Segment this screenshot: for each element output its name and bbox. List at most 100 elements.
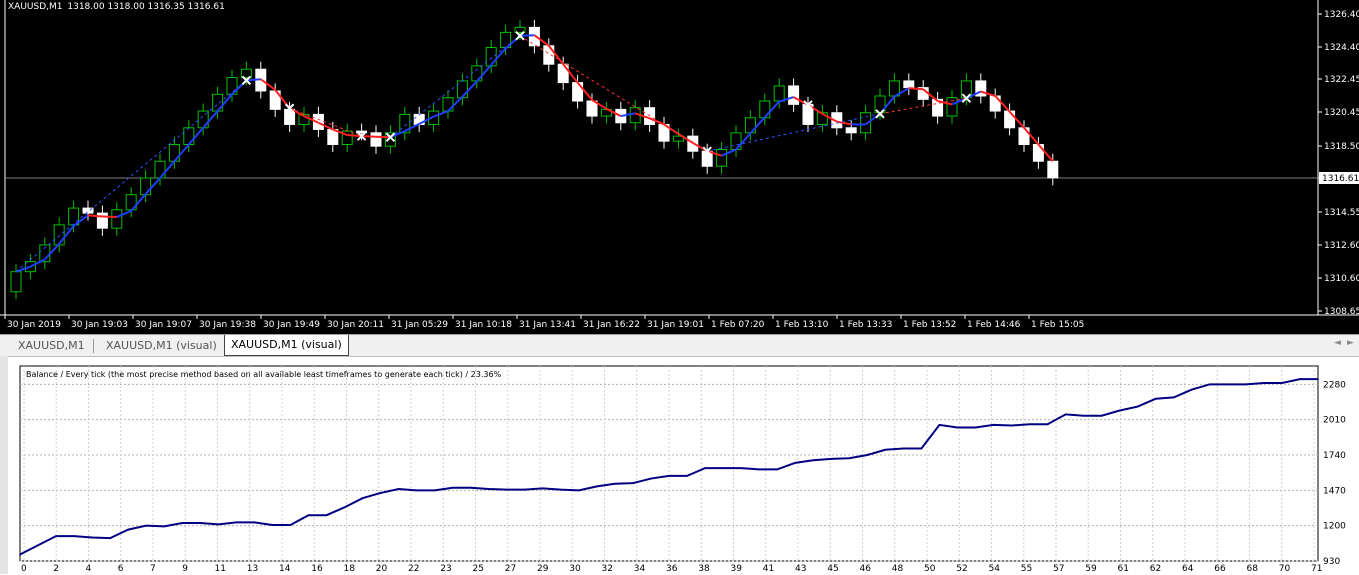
ma-segment <box>821 112 838 123</box>
time-tick-label: 30 Jan 19:49 <box>263 320 320 330</box>
balance-x-tick-label: 62 <box>1150 564 1161 574</box>
balance-point <box>343 506 346 509</box>
balance-point <box>1154 397 1157 400</box>
balance-point <box>650 477 652 480</box>
candle <box>240 68 252 79</box>
balance-x-tick-label: 39 <box>731 564 743 574</box>
balance-y-tick-label: 1740 <box>1323 451 1346 461</box>
balance-x-tick-label: 48 <box>892 564 904 574</box>
price-chart-background <box>0 0 1359 334</box>
balance-x-tick-label: 34 <box>634 564 646 574</box>
candle <box>1032 144 1044 162</box>
balance-x-tick-label: 64 <box>1182 564 1194 574</box>
balance-point <box>19 553 21 556</box>
ma-segment <box>188 127 204 146</box>
tab-scroll-left-icon[interactable]: ◄ <box>1334 338 1341 348</box>
trade-marker-icon <box>961 93 972 103</box>
current-price-box <box>1319 172 1359 184</box>
ma-segment <box>159 160 176 179</box>
balance-point <box>1191 388 1193 391</box>
ma-segment <box>116 209 132 218</box>
balance-point <box>145 524 147 527</box>
ma-segment <box>246 78 261 82</box>
balance-x-tick-label: 2 <box>53 564 59 574</box>
price-tick-label: 1312.60 <box>1324 241 1359 251</box>
tab-xauusd-m1-visual-2[interactable]: XAUUSD,M1 (visual) <box>224 335 349 356</box>
balance-x-tick-label: 57 <box>1053 564 1064 574</box>
ma-segment <box>649 117 665 126</box>
balance-x-tick-label: 20 <box>376 564 388 574</box>
price-chart[interactable]: 1326.40 1324.40 1322.45 1320.45 1318.50 1316.… <box>0 0 1359 334</box>
balance-point <box>686 475 688 477</box>
balance-x-tick-label: 9 <box>182 564 188 574</box>
price-tick-label: 1314.55 <box>1324 208 1359 218</box>
ma-segment <box>347 134 362 138</box>
balance-chart[interactable]: 2280 2010 1740 1470 1200 930 0 2 4 6 7 9 11 13 14 16 18 2… <box>0 356 1359 575</box>
balance-point <box>740 467 742 469</box>
candle <box>946 97 958 117</box>
ma-segment <box>836 120 852 126</box>
balance-x-tick-label: 71 <box>1311 564 1322 574</box>
ma-segment <box>58 225 75 245</box>
tab-xauusd-m1[interactable]: XAUUSD,M1 <box>18 339 85 352</box>
balance-x-tick-label: 30 <box>569 564 581 574</box>
tab-xauusd-m1-visual-1[interactable]: XAUUSD,M1 (visual) <box>106 339 217 352</box>
candle <box>399 113 411 134</box>
price-tick-label: 1326.40 <box>1324 10 1359 20</box>
price-tick-label: 1320.45 <box>1324 108 1359 118</box>
ma-segment <box>73 214 89 227</box>
price-tick-label: 1324.40 <box>1324 43 1359 53</box>
candle <box>831 112 843 129</box>
balance-point <box>1245 383 1247 386</box>
balance-point <box>127 528 129 531</box>
trade-link-line <box>15 79 247 273</box>
ma-segment <box>173 143 190 162</box>
time-tick-label: 31 Jan 19:01 <box>647 320 704 330</box>
time-tick-label: 1 Feb 07:20 <box>711 320 765 330</box>
ma-segment <box>591 99 607 110</box>
balance-point <box>704 467 706 469</box>
ma-segment <box>994 95 1011 113</box>
candle <box>168 144 180 162</box>
candle <box>111 209 123 229</box>
ma-segment <box>461 80 478 98</box>
ma-segment <box>1037 143 1054 162</box>
balance-x-tick-label: 16 <box>311 564 323 574</box>
balance-point <box>523 488 526 491</box>
ma-segment <box>735 132 752 151</box>
balance-point <box>578 489 580 492</box>
time-tick-label: 1 Feb 15:05 <box>1031 320 1084 330</box>
price-tick-label: 1310.60 <box>1324 274 1359 284</box>
balance-x-tick-label: 43 <box>795 564 806 574</box>
ma-segment <box>533 34 550 47</box>
ma-segment <box>375 135 391 139</box>
ma-segment <box>130 193 147 212</box>
balance-x-tick-label: 4 <box>86 564 92 574</box>
ma-segment <box>778 96 794 103</box>
ma-segment <box>490 47 507 66</box>
candle <box>212 93 224 112</box>
balance-x-tick-label: 14 <box>279 564 291 574</box>
time-tick-label: 30 Jan 19:38 <box>199 320 256 330</box>
balance-point <box>812 459 815 462</box>
balance-point <box>397 488 400 490</box>
ma-segment <box>749 116 766 135</box>
candle <box>788 85 800 105</box>
trade-marker-icon <box>241 75 252 86</box>
candle <box>1004 110 1016 129</box>
balance-point <box>487 488 490 490</box>
balance-point <box>1028 423 1031 426</box>
chart-tab-bar: XAUUSD,M1 XAUUSD,M1 (visual) XAUUSD,M1 (… <box>0 334 1359 357</box>
trade-marker-icon <box>356 131 367 141</box>
trade-marker-icon <box>284 103 295 113</box>
candle <box>989 95 1001 112</box>
ma-segment <box>922 88 939 102</box>
price-chart-canvas[interactable]: 1326.40 1324.40 1322.45 1320.45 1318.50 1316.… <box>0 0 1359 334</box>
balance-point <box>199 522 202 524</box>
ma-segment <box>893 87 910 98</box>
trade-marker-icon <box>875 109 885 119</box>
tab-scroll-right-icon[interactable]: ► <box>1347 338 1354 348</box>
balance-point <box>181 522 184 524</box>
candle <box>1047 160 1059 179</box>
